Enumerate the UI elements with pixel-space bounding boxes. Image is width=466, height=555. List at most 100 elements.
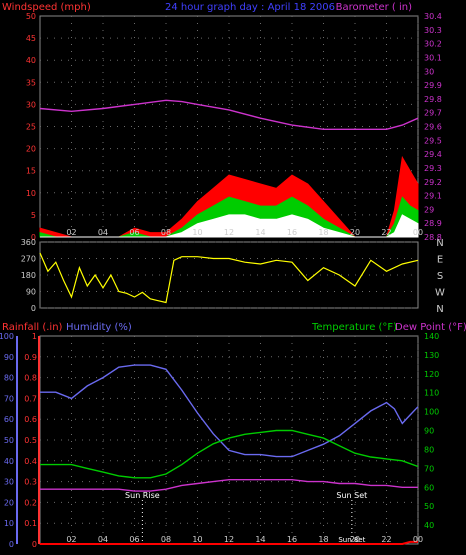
- humidity-y-tick-label: 50: [4, 436, 14, 445]
- wind-x-tick-label: 22: [381, 228, 391, 237]
- rainfall-y-tick-label: 0: [32, 540, 37, 549]
- rainfall-line: [40, 540, 418, 545]
- direction-compass-label: S: [437, 271, 443, 282]
- temperature-y-tick-label: 120: [424, 370, 439, 379]
- rainfall-y-tick-label: 0.5: [24, 436, 37, 445]
- humidity-line: [40, 364, 419, 458]
- direction-y-tick-label: 90: [26, 288, 36, 297]
- rainfall-y-tick-label: 0.1: [24, 519, 37, 528]
- direction-y-tick-label: 180: [21, 271, 36, 280]
- graph-title: 24 hour graph day : April 18 2006: [165, 2, 335, 13]
- humidity-y-tick-label: 0: [9, 540, 14, 549]
- dewpoint-axis-title: Dew Point (°F): [395, 322, 466, 333]
- rainfall-y-tick-label: 0.3: [24, 478, 37, 487]
- temperature-y-tick-label: 70: [424, 464, 434, 473]
- wind-y-tick-label: 35: [26, 78, 36, 87]
- barometer-y-tick-label: 30: [424, 67, 434, 76]
- humidity-y-tick-label: 60: [4, 415, 14, 424]
- climate-x-tick-label: 06: [129, 535, 139, 544]
- rainfall-y-tick-label: 0.8: [24, 374, 37, 383]
- temperature-line: [40, 429, 419, 479]
- barometer-y-tick-label: 28.9: [424, 219, 442, 228]
- rainfall-y-tick-label: 0.6: [24, 415, 37, 424]
- barometer-y-tick-label: 29: [424, 205, 434, 214]
- direction-compass-label: N: [436, 304, 443, 315]
- climate-x-tick-label: 04: [98, 535, 108, 544]
- temperature-y-tick-label: 130: [424, 351, 439, 360]
- rainfall-y-tick-label: 0.7: [24, 394, 37, 403]
- direction-compass-label: N: [436, 238, 443, 249]
- temperature-y-tick-label: 80: [424, 445, 434, 454]
- sunrise-label: Sun Rise: [125, 491, 160, 500]
- barometer-y-tick-label: 29.5: [424, 136, 442, 145]
- temperature-y-tick-label: 60: [424, 483, 434, 492]
- humidity-y-tick-label: 90: [4, 353, 14, 362]
- barometer-y-tick-label: 29.6: [424, 123, 442, 132]
- wind-x-tick-label: 04: [98, 228, 108, 237]
- wind-direction-line: [39, 252, 419, 304]
- rainfall-y-tick-label: 0.4: [24, 457, 37, 466]
- wind-y-tick-label: 45: [26, 34, 36, 43]
- wind-x-tick-label: 20: [350, 228, 360, 237]
- climate-x-tick-label: 02: [66, 535, 76, 544]
- wind-y-tick-label: 25: [26, 123, 36, 132]
- temperature-axis-title: Temperature (°F): [311, 322, 397, 333]
- barometer-y-tick-label: 29.4: [424, 150, 442, 159]
- wind-y-tick-label: 10: [26, 189, 36, 198]
- barometer-y-tick-label: 28.8: [424, 233, 442, 242]
- rainfall-y-tick-label: 0.2: [24, 498, 37, 507]
- humidity-y-tick-label: 30: [4, 478, 14, 487]
- barometer-y-tick-label: 29.8: [424, 95, 442, 104]
- series-layer: [39, 99, 419, 545]
- climate-x-tick-label: 12: [224, 535, 234, 544]
- sunset-axis-label: Sun 8et: [338, 536, 365, 544]
- wind-y-tick-label: 20: [26, 145, 36, 154]
- wind-low-area: [40, 214, 419, 238]
- wind-y-tick-label: 5: [31, 211, 36, 220]
- barometer-y-tick-label: 29.1: [424, 192, 442, 201]
- rainfall-y-tick-label: 0.9: [24, 353, 37, 362]
- wind-x-tick-label: 18: [318, 228, 328, 237]
- barometer-y-tick-label: 30.2: [424, 40, 442, 49]
- barometer-y-tick-label: 30.3: [424, 26, 442, 35]
- barometer-y-tick-label: 30.4: [424, 12, 442, 21]
- barometer-axis-title: Barometer ( in): [336, 2, 412, 13]
- temperature-y-tick-label: 100: [424, 408, 439, 417]
- barometer-y-tick-label: 29.3: [424, 164, 442, 173]
- wind-x-tick-label: 16: [287, 228, 297, 237]
- humidity-axis-title: Humidity (%): [66, 322, 132, 333]
- climate-x-tick-label: 08: [161, 535, 171, 544]
- wind-x-tick-label: 02: [66, 228, 76, 237]
- wind-x-tick-label: 14: [255, 228, 265, 237]
- wind-y-tick-label: 50: [26, 12, 36, 21]
- barometer-y-tick-label: 29.7: [424, 109, 442, 118]
- temperature-y-tick-label: 40: [424, 521, 434, 530]
- rainfall-y-tick-label: 1: [32, 332, 37, 341]
- wind-x-tick-label: 00: [413, 228, 423, 237]
- humidity-y-tick-label: 20: [4, 498, 14, 507]
- windspeed-axis-title: Windspeed (mph): [2, 2, 91, 13]
- wind-x-tick-label: 12: [224, 228, 234, 237]
- direction-y-tick-label: 270: [21, 255, 36, 264]
- sunset-label: Sun Set: [336, 491, 367, 500]
- dewpoint-line: [40, 479, 418, 492]
- axis-layer: 0510152025303540455028.828.92929.129.229…: [0, 12, 445, 549]
- direction-y-tick-label: 360: [21, 238, 36, 247]
- barometer-line: [39, 99, 419, 131]
- humidity-y-tick-label: 100: [0, 332, 14, 341]
- climate-x-tick-label: 22: [381, 535, 391, 544]
- humidity-y-tick-label: 70: [4, 394, 14, 403]
- temperature-y-tick-label: 110: [424, 389, 439, 398]
- temperature-y-tick-label: 50: [424, 502, 434, 511]
- direction-y-tick-label: 0: [31, 304, 36, 313]
- direction-compass-label: W: [435, 288, 445, 299]
- wind-x-tick-label: 10: [192, 228, 202, 237]
- wind-x-tick-label: 08: [161, 228, 171, 237]
- climate-x-tick-label: 00: [413, 535, 423, 544]
- climate-x-tick-label: 20: [350, 535, 360, 544]
- barometer-y-tick-label: 29.2: [424, 178, 442, 187]
- rainfall-axis-title: Rainfall (.in): [2, 322, 63, 333]
- wind-y-tick-label: 40: [26, 56, 36, 65]
